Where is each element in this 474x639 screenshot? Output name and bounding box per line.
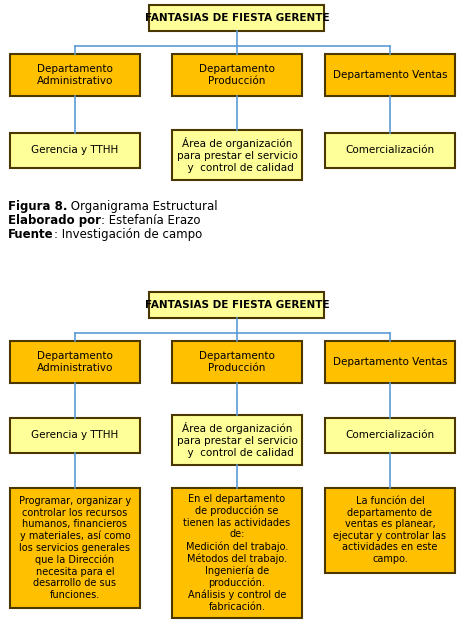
FancyBboxPatch shape (172, 54, 302, 96)
Text: FANTASIAS DE FIESTA GERENTE: FANTASIAS DE FIESTA GERENTE (145, 13, 329, 23)
FancyBboxPatch shape (10, 488, 140, 608)
Text: Organigrama Estructural: Organigrama Estructural (67, 200, 218, 213)
FancyBboxPatch shape (325, 488, 455, 573)
Text: En el departamento
de producción se
tienen las actividades
de:
Medición del trab: En el departamento de producción se tien… (183, 494, 291, 612)
FancyBboxPatch shape (325, 132, 455, 167)
FancyBboxPatch shape (10, 417, 140, 452)
Text: FANTASIAS DE FIESTA GERENTE: FANTASIAS DE FIESTA GERENTE (145, 300, 329, 310)
FancyBboxPatch shape (10, 132, 140, 167)
Text: Departamento
Producción: Departamento Producción (199, 64, 275, 86)
FancyBboxPatch shape (325, 417, 455, 452)
Text: : Estefanía Erazo: : Estefanía Erazo (101, 214, 201, 227)
Text: Comercialización: Comercialización (346, 145, 435, 155)
Text: Departamento Ventas: Departamento Ventas (333, 70, 447, 80)
Text: Figura 8.: Figura 8. (8, 200, 67, 213)
Text: Área de organización
para prestar el servicio
  y  control de calidad: Área de organización para prestar el ser… (176, 422, 298, 458)
FancyBboxPatch shape (149, 292, 325, 318)
FancyBboxPatch shape (149, 5, 325, 31)
Text: : Investigación de campo: : Investigación de campo (54, 228, 202, 241)
Text: Elaborado por: Elaborado por (8, 214, 101, 227)
FancyBboxPatch shape (172, 341, 302, 383)
FancyBboxPatch shape (172, 488, 302, 618)
Text: Área de organización
para prestar el servicio
  y  control de calidad: Área de organización para prestar el ser… (176, 137, 298, 173)
Text: Departamento Ventas: Departamento Ventas (333, 357, 447, 367)
Text: Gerencia y TTHH: Gerencia y TTHH (31, 430, 118, 440)
Text: Programar, organizar y
controlar los recursos
humanos, financieros
y materiales,: Programar, organizar y controlar los rec… (19, 496, 131, 600)
Text: Departamento
Administrativo: Departamento Administrativo (37, 64, 113, 86)
FancyBboxPatch shape (325, 341, 455, 383)
Text: Comercialización: Comercialización (346, 430, 435, 440)
Text: Departamento
Administrativo: Departamento Administrativo (37, 351, 113, 373)
FancyBboxPatch shape (10, 341, 140, 383)
Text: Gerencia y TTHH: Gerencia y TTHH (31, 145, 118, 155)
Text: La función del
departamento de
ventas es planear,
ejecutar y controlar las
activ: La función del departamento de ventas es… (334, 496, 447, 564)
FancyBboxPatch shape (172, 130, 302, 180)
FancyBboxPatch shape (10, 54, 140, 96)
Text: Fuente: Fuente (8, 228, 54, 241)
FancyBboxPatch shape (325, 54, 455, 96)
Text: Departamento
Producción: Departamento Producción (199, 351, 275, 373)
FancyBboxPatch shape (172, 415, 302, 465)
